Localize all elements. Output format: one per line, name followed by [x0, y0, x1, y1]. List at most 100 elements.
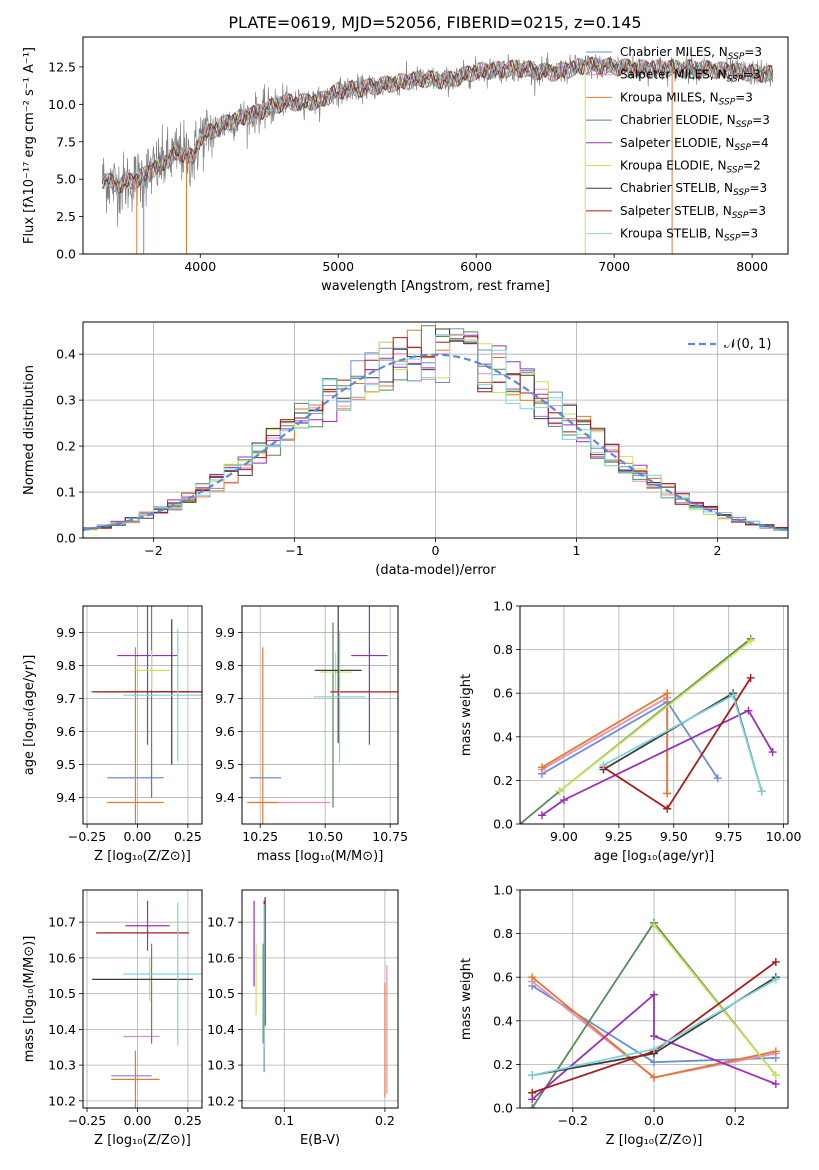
y-tick-label: 9.4	[215, 790, 235, 805]
y-tick-label: 10.4	[48, 1022, 76, 1037]
y-tick-label: 0.0	[493, 1101, 513, 1116]
model-spectrum-salpeter_stelib	[101, 56, 774, 194]
marker-kroupa_stelib	[729, 691, 738, 700]
spectrum-legend: Chabrier MILES, NSSP=3 Salpeter MILES, NS…	[586, 45, 770, 244]
y-tick-label: 0.8	[493, 926, 513, 941]
marker-salpeter_elodie	[537, 811, 546, 820]
plot-area	[101, 52, 774, 254]
x-tick-label: −0.25	[68, 829, 106, 844]
y-tick-label: 10.6	[207, 950, 235, 965]
x-axis-label: (data-model)/error	[375, 563, 496, 578]
marker-kroupa_miles	[528, 973, 537, 982]
line-kroupa_elodie	[558, 640, 752, 793]
y-tick-label: 0.8	[493, 642, 513, 657]
legend-label-salpeter_miles: Salpeter MILES, NSSP=3	[620, 68, 761, 85]
panel-Z_vs_age: −0.25 0.00 0.25 9.4 9.5 9.6 9.7 9.8 9.9 Z [log₁₀(…	[22, 605, 203, 864]
x-axis-label: mass [log₁₀(M/M⊙)]	[257, 849, 384, 864]
y-tick-label: 10.6	[48, 950, 76, 965]
y-tick-label: 0.2	[493, 1057, 513, 1072]
x-tick-label: 0.00	[124, 829, 152, 844]
y-tick-label: 9.7	[56, 691, 76, 706]
marker-salpeter_stelib	[746, 673, 755, 682]
x-axis-label: wavelength [Angstrom, rest frame]	[321, 279, 550, 294]
x-tick-label: 7000	[598, 259, 630, 274]
y-tick-label: 10.5	[48, 986, 76, 1001]
plot-area	[83, 322, 788, 538]
gaussian-curve	[83, 353, 788, 531]
y-tick-label: 0.0	[493, 817, 513, 832]
y-tick-label: 0.4	[493, 1013, 513, 1028]
x-tick-label: 0.0	[644, 1113, 664, 1128]
errorbar-chabrier_stelib	[314, 606, 362, 744]
gaussian-legend-label: 𝒩(0, 1)	[724, 337, 771, 352]
y-axis-label: Normed distribution	[22, 365, 37, 495]
marker-chabrier_miles	[713, 774, 722, 783]
y-tick-label: 0.2	[493, 773, 513, 788]
x-tick-label: 10.25	[242, 829, 278, 844]
legend-label-chabrier_stelib: Chabrier STELIB, NSSP=3	[620, 181, 767, 198]
x-axis-label: Z [log₁₀(Z/Z⊙)]	[94, 1133, 191, 1148]
plot-area	[242, 890, 398, 1108]
y-tick-label: 9.9	[215, 625, 235, 640]
x-tick-label: 5000	[322, 259, 354, 274]
marker-kroupa_stelib	[599, 761, 608, 770]
errorbar-salpeter_elodie	[351, 606, 388, 745]
y-tick-label: 0.2	[56, 439, 76, 454]
plot-area	[83, 890, 202, 1108]
x-axis-label: Z [log₁₀(Z/Z⊙)]	[606, 1133, 703, 1148]
x-axis-label: Z [log₁₀(Z/Z⊙)]	[94, 849, 191, 864]
y-tick-label: 2.5	[56, 209, 76, 224]
x-tick-label: 4000	[184, 259, 216, 274]
x-tick-label: 8000	[736, 259, 768, 274]
y-tick-label: 12.5	[48, 59, 76, 74]
panel-Z_vs_mass: −0.25 0.00 0.25 10.2 10.3 10.4 10.5 10.6 10.7 Z […	[22, 889, 203, 1148]
marker-chabrier_elodie	[528, 1104, 537, 1108]
errorbar-kroupa_stelib	[123, 629, 202, 762]
legend-label-kroupa_miles: Kroupa MILES, NSSP=3	[620, 90, 753, 107]
axes-frame	[82, 321, 789, 539]
legend-label-salpeter_elodie: Salpeter ELODIE, NSSP=4	[620, 136, 769, 153]
marker-salpeter_elodie	[744, 706, 753, 715]
marker-kroupa_elodie	[771, 1071, 780, 1080]
errorbar-kroupa_elodie	[133, 650, 170, 691]
x-tick-label: 1	[573, 543, 581, 558]
y-tick-label: 10.7	[48, 915, 76, 930]
x-tick-label: 10.00	[766, 829, 802, 844]
line-chabrier_miles	[541, 700, 719, 779]
axes-frame	[82, 36, 789, 255]
marker-kroupa_elodie	[746, 636, 755, 645]
errorbar-kroupa_stelib	[313, 630, 366, 763]
panel-mass_vs_age: 10.25 10.50 10.75 9.4 9.5 9.6 9.7 9.8 9.9 mass [l…	[215, 605, 408, 864]
errorbar-kroupa_miles	[107, 647, 164, 824]
errorbar-salpeter_elodie	[117, 606, 178, 745]
y-tick-label: 10.2	[207, 1093, 235, 1108]
y-tick-label: 10.3	[207, 1058, 235, 1073]
line-salpeter_elodie	[531, 992, 777, 1100]
axes-frame	[519, 889, 789, 1109]
y-tick-label: 0.4	[493, 729, 513, 744]
x-tick-label: 9.00	[550, 829, 578, 844]
marker-salpeter_elodie	[559, 796, 568, 805]
errorbar-kroupa_elodie	[320, 652, 352, 692]
axes-frame	[241, 605, 399, 825]
x-tick-label: 0.2	[375, 1113, 395, 1128]
y-tick-label: 0.0	[56, 531, 76, 546]
marker-kroupa_elodie	[650, 920, 658, 929]
x-tick-label: 9.50	[660, 829, 688, 844]
x-tick-label: 9.25	[605, 829, 633, 844]
y-tick-label: 9.4	[56, 790, 76, 805]
marker-salpeter_elodie	[768, 748, 777, 757]
y-axis-label: mass weight	[459, 958, 474, 1040]
model-spectrum-kroupa_stelib	[101, 57, 774, 195]
marker-salpeter_elodie	[650, 990, 658, 999]
x-tick-label: −2	[144, 543, 162, 558]
histogram-kroupa_stelib	[83, 334, 788, 531]
axes-frame	[519, 605, 789, 825]
model-spectrum-chabrier_stelib	[101, 56, 774, 194]
legend-label-kroupa_elodie: Kroupa ELODIE, NSSP=2	[620, 159, 761, 176]
y-tick-label: 10.5	[207, 986, 235, 1001]
y-tick-label: 0.3	[56, 393, 76, 408]
y-tick-label: 0.6	[493, 686, 513, 701]
marker-salpeter_stelib	[663, 804, 672, 813]
x-tick-label: −0.25	[68, 1113, 106, 1128]
